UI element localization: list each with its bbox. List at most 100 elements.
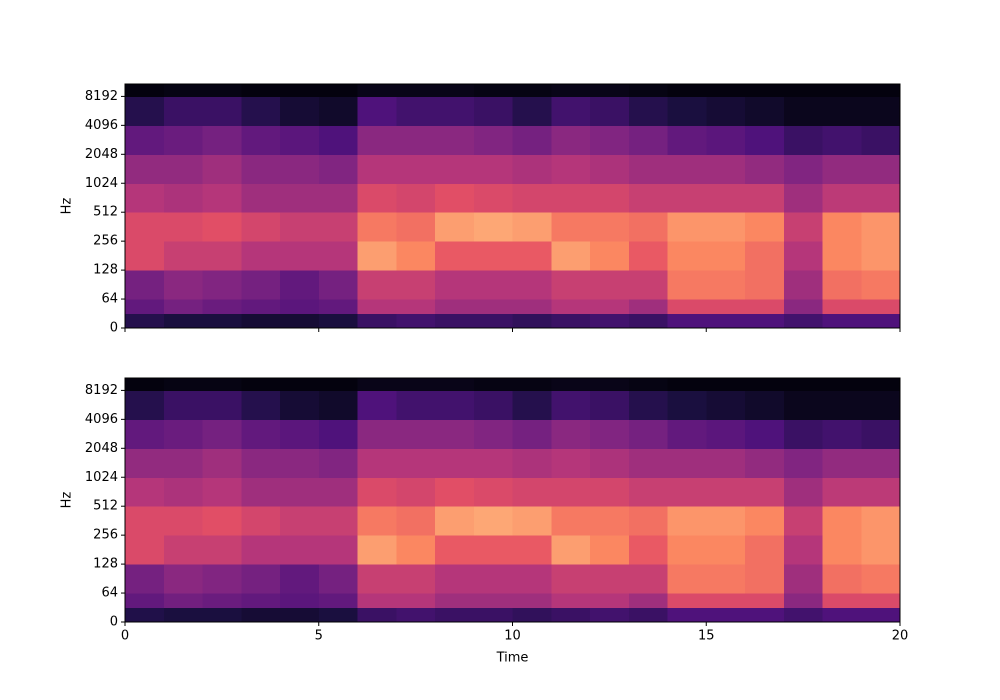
cell	[667, 125, 707, 155]
cell	[590, 313, 630, 329]
cell	[822, 299, 862, 315]
cell	[202, 448, 242, 478]
cell	[163, 270, 203, 300]
cell	[822, 607, 862, 623]
cell	[435, 564, 475, 594]
cell	[551, 241, 591, 271]
cell	[357, 477, 397, 507]
cell	[783, 154, 823, 184]
y-tick-label: 64	[101, 292, 118, 307]
cell	[783, 607, 823, 623]
cell	[396, 564, 436, 594]
x-tick-label: 5	[315, 629, 323, 644]
cell	[512, 564, 552, 594]
cell	[435, 448, 475, 478]
cell	[745, 183, 785, 213]
cell	[280, 477, 320, 507]
cell	[861, 84, 901, 97]
cell	[280, 84, 320, 97]
cell	[396, 535, 436, 565]
cell	[551, 96, 591, 126]
cell	[822, 125, 862, 155]
cell	[783, 299, 823, 315]
y-axis-label: Hz	[60, 198, 75, 215]
cell	[706, 212, 746, 242]
cell	[241, 270, 281, 300]
cell	[163, 607, 203, 623]
cell	[706, 593, 746, 609]
cell	[396, 183, 436, 213]
cell	[241, 448, 281, 478]
cell	[822, 448, 862, 478]
cell	[473, 607, 513, 623]
cell	[202, 96, 242, 126]
cell	[783, 313, 823, 329]
cell	[628, 241, 668, 271]
cell	[745, 506, 785, 536]
cell	[125, 419, 165, 449]
cell	[241, 477, 281, 507]
cell	[435, 390, 475, 420]
cell	[202, 607, 242, 623]
cell	[473, 154, 513, 184]
cell	[590, 270, 630, 300]
cell	[628, 299, 668, 315]
cell	[628, 313, 668, 329]
cell	[590, 593, 630, 609]
y-tick-label: 256	[93, 234, 118, 249]
cell	[473, 183, 513, 213]
cell	[318, 212, 358, 242]
cell	[435, 299, 475, 315]
cell	[202, 564, 242, 594]
cell	[628, 96, 668, 126]
cell	[512, 154, 552, 184]
cell	[357, 96, 397, 126]
cell	[318, 125, 358, 155]
cell	[241, 593, 281, 609]
cell	[125, 299, 165, 315]
cell	[396, 241, 436, 271]
cell	[473, 299, 513, 315]
cell	[551, 477, 591, 507]
y-tick-label: 2048	[85, 147, 118, 162]
cell	[357, 607, 397, 623]
cell	[473, 477, 513, 507]
cell	[318, 299, 358, 315]
cell	[241, 607, 281, 623]
cell	[822, 183, 862, 213]
x-tick-label: 10	[504, 629, 521, 644]
cell	[357, 593, 397, 609]
cell	[861, 448, 901, 478]
cell	[280, 125, 320, 155]
cell	[396, 154, 436, 184]
y-tick-label: 1024	[85, 470, 118, 485]
cell	[473, 419, 513, 449]
cell	[241, 299, 281, 315]
cell	[551, 270, 591, 300]
cell	[628, 390, 668, 420]
cell	[628, 84, 668, 97]
cell	[163, 390, 203, 420]
cell	[357, 378, 397, 391]
cell	[318, 270, 358, 300]
cell	[125, 183, 165, 213]
cell	[435, 84, 475, 97]
cell	[590, 299, 630, 315]
cell	[551, 183, 591, 213]
cell	[125, 390, 165, 420]
cell	[551, 154, 591, 184]
cell	[512, 183, 552, 213]
cell	[435, 154, 475, 184]
cell	[357, 390, 397, 420]
heatmap	[125, 378, 901, 623]
cell	[396, 607, 436, 623]
cell	[435, 477, 475, 507]
cell	[861, 378, 901, 391]
cell	[318, 607, 358, 623]
cell	[396, 84, 436, 97]
y-tick-label: 512	[93, 499, 118, 514]
cell	[590, 241, 630, 271]
cell	[318, 593, 358, 609]
x-tick-label: 15	[698, 629, 715, 644]
cell	[318, 535, 358, 565]
